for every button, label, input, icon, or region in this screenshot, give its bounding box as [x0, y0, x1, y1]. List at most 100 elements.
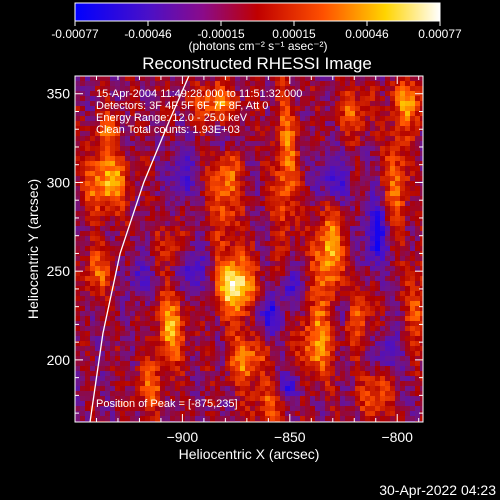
heatmap-cell	[120, 321, 126, 327]
heatmap-cell	[120, 91, 126, 97]
heatmap-cell	[75, 161, 81, 167]
heatmap-cell	[115, 181, 121, 187]
heatmap-cell	[395, 96, 401, 102]
heatmap-cell	[260, 286, 266, 292]
heatmap-cell	[325, 416, 331, 422]
heatmap-cell	[290, 236, 296, 242]
heatmap-cell	[85, 151, 91, 157]
heatmap-cell	[275, 261, 281, 267]
heatmap-cell	[125, 121, 131, 127]
heatmap-cell	[255, 151, 261, 157]
heatmap-cell	[275, 166, 281, 172]
heatmap-cell	[220, 151, 226, 157]
heatmap-cell	[110, 361, 116, 367]
heatmap-cell	[250, 146, 256, 152]
heatmap-cell	[340, 116, 346, 122]
heatmap-cell	[285, 176, 291, 182]
heatmap-cell	[410, 181, 416, 187]
heatmap-cell	[210, 286, 216, 292]
heatmap-cell	[385, 251, 391, 257]
heatmap-cell	[270, 211, 276, 217]
heatmap-cell	[145, 226, 151, 232]
heatmap-cell	[250, 321, 256, 327]
heatmap-cell	[130, 201, 136, 207]
heatmap-cell	[210, 301, 216, 307]
heatmap-cell	[395, 311, 401, 317]
heatmap-cell	[385, 196, 391, 202]
heatmap-cell	[365, 406, 371, 412]
heatmap-cell	[135, 216, 141, 222]
heatmap-cell	[350, 106, 356, 112]
heatmap-cell	[295, 341, 301, 347]
heatmap-cell	[295, 146, 301, 152]
heatmap-cell	[95, 181, 101, 187]
heatmap-cell	[325, 241, 331, 247]
heatmap-cell	[400, 106, 406, 112]
heatmap-cell	[280, 101, 286, 107]
heatmap-cell	[180, 131, 186, 137]
heatmap-cell	[215, 276, 221, 282]
heatmap-cell	[375, 136, 381, 142]
heatmap-cell	[145, 396, 151, 402]
heatmap-cell	[180, 336, 186, 342]
heatmap-cell	[370, 251, 376, 257]
heatmap-cell	[310, 301, 316, 307]
heatmap-cell	[145, 251, 151, 257]
heatmap-cell	[245, 416, 251, 422]
heatmap-cell	[415, 181, 421, 187]
heatmap-cell	[395, 366, 401, 372]
heatmap-cell	[390, 101, 396, 107]
heatmap-cell	[400, 216, 406, 222]
heatmap-cell	[350, 201, 356, 207]
heatmap-cell	[220, 281, 226, 287]
heatmap-cell	[380, 146, 386, 152]
heatmap-cell	[260, 296, 266, 302]
heatmap-cell	[310, 331, 316, 337]
heatmap-cell	[330, 276, 336, 282]
heatmap-cell	[110, 406, 116, 412]
heatmap-cell	[390, 121, 396, 127]
heatmap-cell	[190, 206, 196, 212]
heatmap-cell	[330, 316, 336, 322]
heatmap-cell	[160, 361, 166, 367]
heatmap-cell	[340, 281, 346, 287]
heatmap-cell	[250, 236, 256, 242]
heatmap-cell	[270, 381, 276, 387]
heatmap-cell	[90, 156, 96, 162]
heatmap-cell	[245, 391, 251, 397]
heatmap-cell	[120, 201, 126, 207]
heatmap-cell	[370, 381, 376, 387]
heatmap-cell	[85, 276, 91, 282]
heatmap-cell	[110, 116, 116, 122]
heatmap-cell	[365, 166, 371, 172]
heatmap-cell	[320, 371, 326, 377]
heatmap-cell	[290, 361, 296, 367]
heatmap-cell	[125, 221, 131, 227]
heatmap-cell	[215, 86, 221, 92]
heatmap-cell	[225, 251, 231, 257]
heatmap-cell	[165, 196, 171, 202]
heatmap-cell	[395, 341, 401, 347]
heatmap-cell	[405, 386, 411, 392]
heatmap-cell	[180, 316, 186, 322]
heatmap-cell	[240, 221, 246, 227]
heatmap-cell	[160, 171, 166, 177]
heatmap-cell	[245, 356, 251, 362]
heatmap-cell	[130, 346, 136, 352]
heatmap-cell	[355, 286, 361, 292]
heatmap-cell	[105, 261, 111, 267]
heatmap-cell	[415, 241, 421, 247]
heatmap-cell	[125, 151, 131, 157]
heatmap-cell	[255, 156, 261, 162]
heatmap-cell	[380, 201, 386, 207]
heatmap-cell	[420, 336, 424, 342]
heatmap-cell	[340, 216, 346, 222]
heatmap-cell	[235, 276, 241, 282]
heatmap-cell	[380, 306, 386, 312]
heatmap-cell	[330, 281, 336, 287]
heatmap-cell	[240, 236, 246, 242]
heatmap-cell	[275, 76, 281, 82]
heatmap-cell	[240, 296, 246, 302]
heatmap-cell	[390, 221, 396, 227]
heatmap-cell	[410, 291, 416, 297]
